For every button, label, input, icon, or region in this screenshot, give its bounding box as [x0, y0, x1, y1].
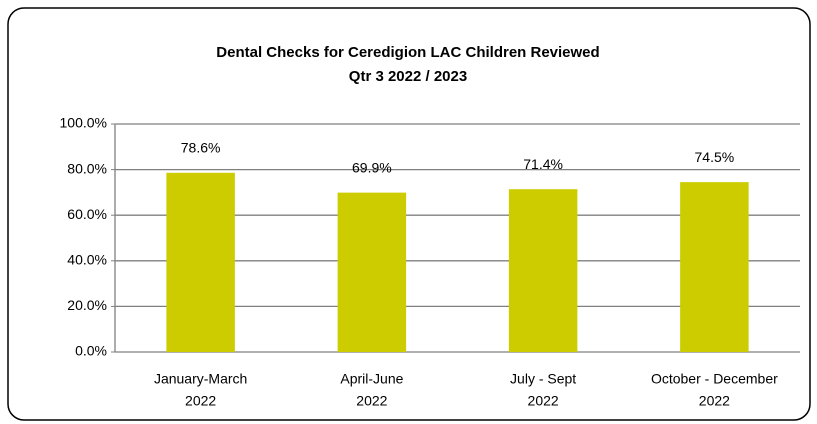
bar [166, 172, 235, 352]
x-tick-label: 2022 [528, 393, 559, 409]
x-tick-label: April-June [340, 371, 403, 387]
y-tick-label: 100.0% [60, 115, 107, 131]
bar [508, 189, 578, 352]
x-tick-label: 2022 [699, 393, 730, 409]
chart-title: Dental Checks for Ceredigion LAC Childre… [216, 44, 599, 61]
y-tick-label: 0.0% [75, 343, 107, 359]
x-tick-label: 2022 [185, 393, 216, 409]
x-tick-label: 2022 [356, 393, 387, 409]
data-label: 74.5% [695, 149, 735, 165]
chart-subtitle: Qtr 3 2022 / 2023 [349, 68, 467, 85]
y-tick-label: 60.0% [67, 206, 107, 222]
x-tick-label: October - December [651, 371, 778, 387]
data-label: 78.6% [181, 139, 221, 155]
bar [680, 182, 749, 352]
x-tick-label: January-March [154, 371, 247, 387]
y-tick-label: 40.0% [67, 252, 107, 268]
y-tick-label: 80.0% [67, 160, 107, 176]
data-label: 69.9% [352, 159, 392, 175]
bar [337, 192, 407, 352]
data-label: 71.4% [523, 156, 563, 172]
x-tick-label: July - Sept [510, 371, 576, 387]
y-tick-label: 20.0% [67, 297, 107, 313]
